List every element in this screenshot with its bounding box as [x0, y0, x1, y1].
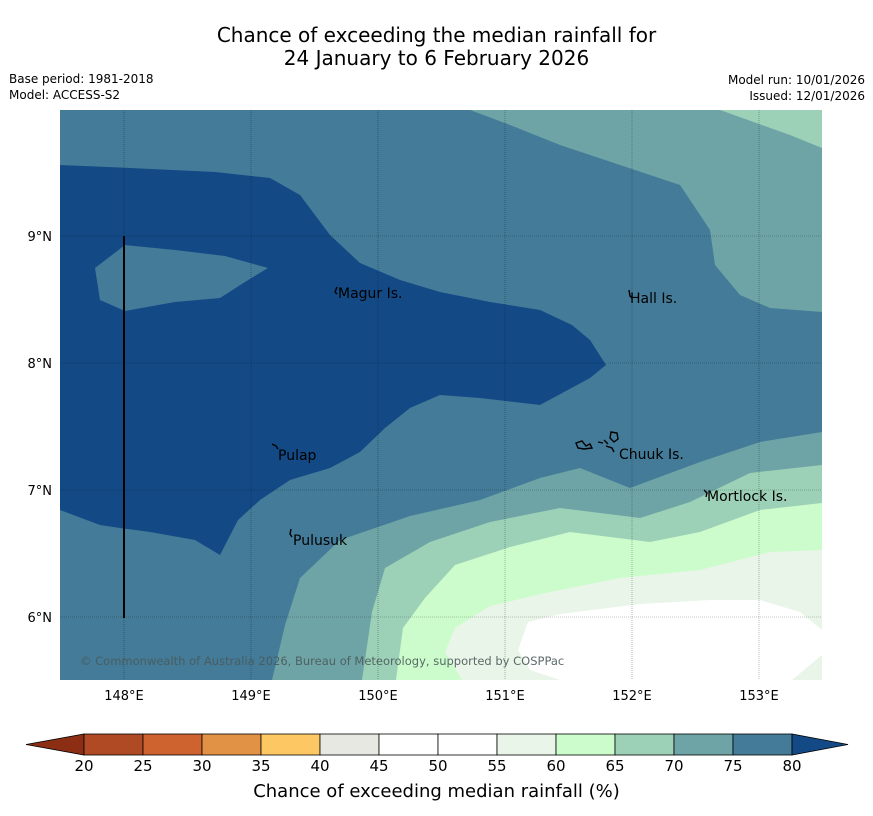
model-text: Model: ACCESS-S2	[9, 88, 121, 102]
island-chuuk-lagoon	[575, 431, 619, 453]
colorbar-extend-low	[25, 733, 85, 756]
island-pulusuk	[289, 528, 293, 538]
colorbar-bin-35-40	[260, 733, 321, 756]
colorbar	[25, 733, 849, 756]
y-tick-label: 8°N	[28, 357, 53, 372]
island-pulap	[271, 443, 279, 450]
copyright-text: © Commonwealth of Australia 2026, Bureau…	[80, 654, 564, 668]
colorbar-bin-45-50	[378, 733, 439, 756]
colorbar-extend-high	[791, 733, 849, 756]
x-tick-label: 150°E	[358, 689, 398, 704]
colorbar-tick-label: 70	[664, 757, 683, 775]
place-label-chuuk: Chuuk Is.	[619, 447, 684, 463]
colorbar-bin-30-35	[201, 733, 262, 756]
colorbar-tick-label: 20	[74, 757, 93, 775]
issued-text: Issued: 12/01/2026	[749, 89, 865, 103]
island-mortlock	[703, 489, 708, 498]
map-title-line-1: Chance of exceeding the median rainfall …	[216, 23, 657, 47]
x-tick-label: 153°E	[739, 689, 779, 704]
colorbar-tick-label: 80	[782, 757, 801, 775]
graticule	[60, 110, 822, 680]
place-label-pulusuk: Pulusuk	[293, 533, 348, 549]
x-tick-label: 149°E	[231, 689, 271, 704]
meta-left: Base period: 1981-2018 Model: ACCESS-S2	[9, 71, 154, 103]
place-label-hall: Hall Is.	[630, 291, 677, 307]
probability-map	[60, 110, 822, 680]
island-hall	[628, 289, 633, 299]
y-tick-label: 7°N	[28, 484, 53, 499]
region-60-65-pocket	[792, 655, 822, 680]
colorbar-tick-label: 50	[428, 757, 447, 775]
colorbar-bin-70-75	[673, 733, 734, 756]
colorbar-tick-label: 45	[369, 757, 388, 775]
island-magur	[334, 286, 338, 295]
y-tick-label: 6°N	[28, 611, 53, 626]
colorbar-bin-25-30	[142, 733, 203, 756]
colorbar-bin-55-60	[496, 733, 557, 756]
colorbar-tick-label: 30	[192, 757, 211, 775]
colorbar-bin-60-65	[555, 733, 616, 756]
axis-labels: 148°E 149°E 150°E 151°E 152°E 153°E 9°N …	[28, 230, 779, 704]
colorbar-bin-20-25	[83, 733, 144, 756]
colorbar-tick-label: 75	[723, 757, 742, 775]
y-tick-label: 9°N	[28, 230, 53, 245]
colorbar-tick-label: 40	[310, 757, 329, 775]
region-65-70-east	[720, 110, 822, 148]
x-tick-label: 151°E	[485, 689, 525, 704]
colorbar-title: Chance of exceeding median rainfall (%)	[253, 781, 620, 802]
colorbar-bin-50-55	[437, 733, 498, 756]
colorbar-ticks: 20 25 30 35 40 45 50 55 60 65 70 75 80	[74, 757, 801, 775]
map-title-line-2: 24 January to 6 February 2026	[283, 46, 590, 70]
place-label-pulap: Pulap	[278, 448, 317, 464]
meta-right: Model run: 10/01/2026 Issued: 12/01/2026	[728, 72, 865, 104]
place-label-magur: Magur Is.	[338, 286, 403, 302]
colorbar-tick-label: 55	[487, 757, 506, 775]
colorbar-tick-label: 60	[546, 757, 565, 775]
x-tick-label: 152°E	[612, 689, 652, 704]
x-tick-label: 148°E	[104, 689, 144, 704]
colorbar-bin-65-70	[614, 733, 675, 756]
base-period-text: Base period: 1981-2018	[9, 72, 154, 86]
colorbar-tick-label: 65	[605, 757, 624, 775]
colorbar-bin-75-80	[732, 733, 793, 756]
region-45-55	[518, 600, 822, 680]
place-labels: Magur Is. Hall Is. Pulap Chuuk Is. Mortl…	[278, 286, 787, 549]
colorbar-tick-label: 35	[251, 757, 270, 775]
colorbar-bin-40-45	[319, 733, 380, 756]
colorbar-tick-label: 25	[133, 757, 152, 775]
islands	[271, 286, 708, 538]
model-run-text: Model run: 10/01/2026	[727, 73, 865, 87]
region-75-80-island	[95, 245, 268, 311]
place-label-mortlock: Mortlock Is.	[707, 489, 787, 505]
